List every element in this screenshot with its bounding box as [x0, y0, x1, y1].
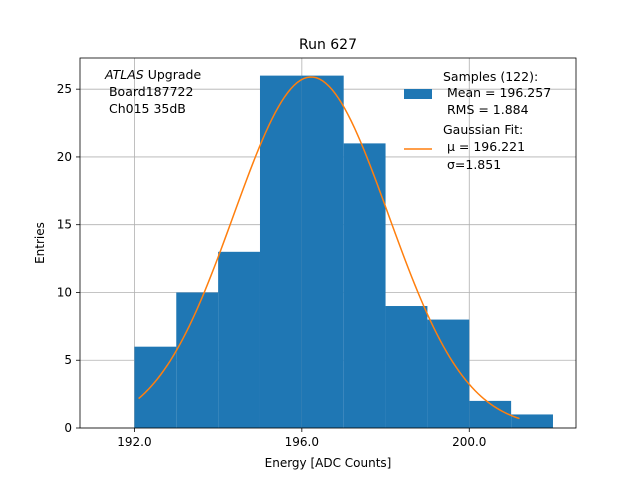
histogram-bar [511, 414, 553, 428]
annotation-atlas: ATLAS [104, 67, 144, 82]
histogram-bar [218, 251, 260, 428]
annotation-box: ATLAS Upgrade Board187722 Ch015 35dB [104, 67, 201, 116]
legend-samples-rms: RMS = 1.884 [443, 102, 529, 117]
x-axis-label: Energy [ADC Counts] [265, 456, 392, 470]
annotation-upgrade: Upgrade [144, 67, 202, 82]
x-tick-label: 200.0 [452, 435, 486, 449]
legend-fit-sigma: σ=1.851 [443, 157, 501, 172]
x-tick-label: 192.0 [117, 435, 151, 449]
y-tick-label: 10 [57, 285, 72, 299]
svg-text:ATLAS Upgrade: ATLAS Upgrade [104, 67, 201, 82]
legend-samples-label: Samples (122): [443, 69, 538, 84]
histogram-bar [343, 143, 386, 428]
axis-ticks: 192.0 196.0 200.0 0 5 10 15 20 25 [57, 82, 487, 449]
plot-frame [79, 57, 577, 429]
histogram-bar [176, 292, 219, 428]
gaussian-fit-curve [138, 76, 520, 420]
histogram-bar [134, 346, 177, 428]
legend: Samples (122): Mean = 196.257 RMS = 1.88… [404, 69, 551, 172]
histogram-bar [427, 319, 470, 428]
legend-fit-label: Gaussian Fit: [443, 122, 523, 137]
histogram-bar [259, 75, 302, 428]
annotation-channel: Ch015 35dB [105, 101, 186, 116]
histogram-bar [469, 400, 512, 428]
legend-fit-mu: μ = 196.221 [443, 139, 525, 154]
histogram-bar [385, 306, 428, 428]
y-tick-label: 5 [64, 353, 72, 367]
y-tick-label: 0 [64, 421, 72, 435]
annotation-board: Board187722 [105, 84, 193, 99]
y-tick-label: 20 [57, 150, 72, 164]
x-tick-label: 196.0 [285, 435, 319, 449]
chart-title: Run 627 [299, 37, 357, 53]
y-axis-label: Entries [33, 222, 47, 264]
histogram-bars [134, 75, 553, 428]
legend-samples-swatch [404, 89, 432, 99]
histogram-bar [301, 75, 344, 428]
y-tick-label: 15 [57, 218, 72, 232]
legend-samples-mean: Mean = 196.257 [443, 85, 551, 100]
y-tick-label: 25 [57, 82, 72, 96]
